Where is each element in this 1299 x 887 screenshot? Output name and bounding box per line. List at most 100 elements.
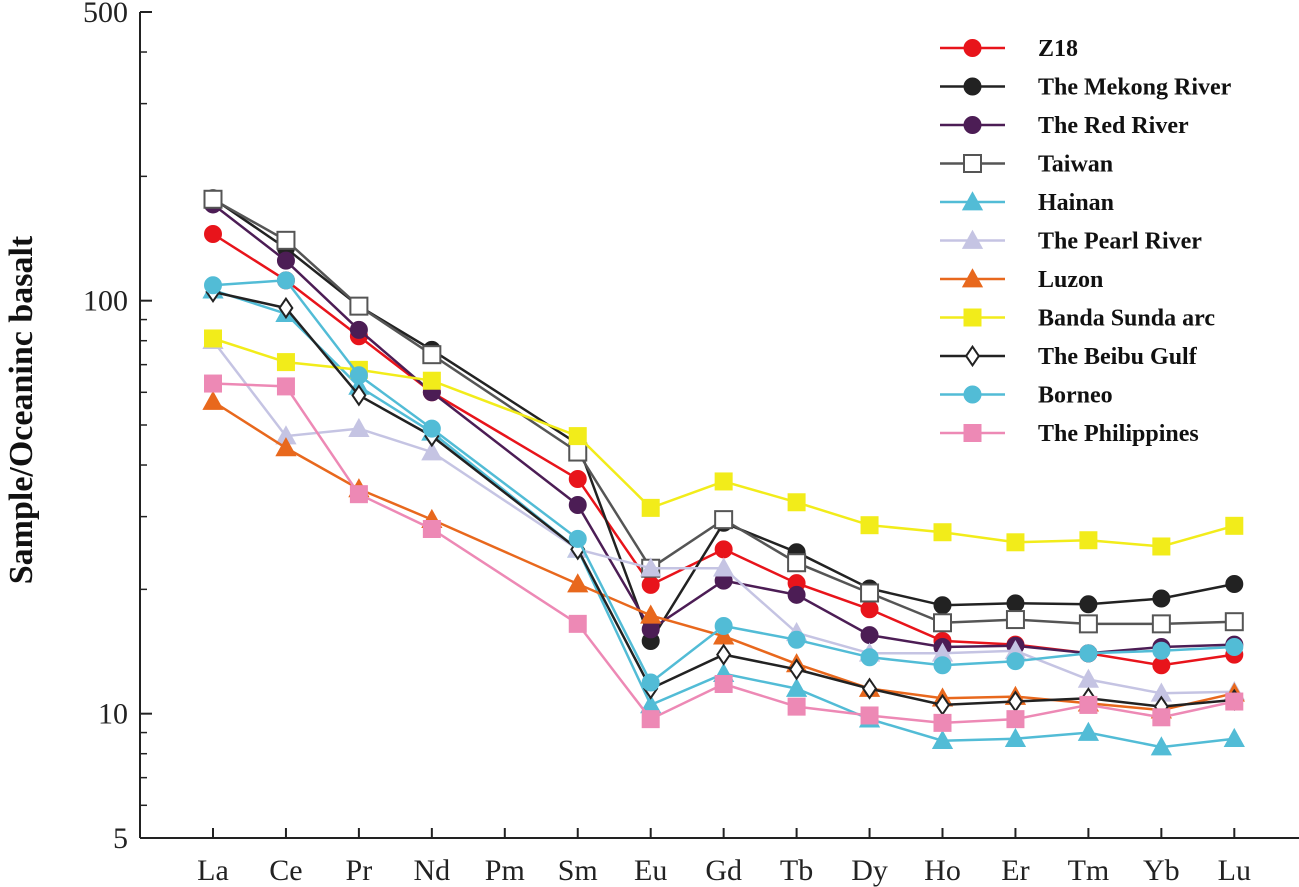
data-point-ho [931, 729, 954, 750]
legend-label: Borneo [1038, 383, 1113, 409]
legend-marker [963, 308, 982, 327]
data-point-ho [933, 613, 952, 633]
data-point-er [1006, 652, 1025, 671]
data-point-ho [933, 523, 952, 542]
legend-item: Borneo [940, 383, 1113, 409]
data-point-tb [787, 493, 806, 512]
data-point-ce [278, 296, 294, 320]
data-point-dy [860, 516, 879, 535]
data-point-lu [1225, 692, 1244, 711]
data-point-la [202, 390, 224, 410]
data-point-eu [641, 575, 660, 594]
x-tick-label-tb: Tb [780, 854, 813, 887]
data-point-pr [349, 296, 369, 316]
x-tick-label-lu: Lu [1218, 854, 1251, 887]
legend-item: The Pearl River [940, 229, 1202, 255]
data-point-ce [276, 353, 295, 372]
x-tick-label-pr: Pr [346, 854, 373, 887]
data-point-nd [422, 519, 441, 538]
data-point-la [203, 189, 223, 209]
data-point-tm [1079, 531, 1098, 550]
data-point-tb [785, 677, 808, 697]
data-point-gd [714, 617, 733, 636]
data-point-eu [641, 673, 660, 692]
y-tick-label: 100 [83, 285, 128, 318]
data-point-gd [714, 472, 733, 491]
data-point-nd [422, 345, 442, 365]
data-point-ce [276, 251, 295, 270]
data-point-yb [1150, 736, 1172, 756]
data-point-tm [1079, 644, 1098, 663]
data-point-tb [787, 585, 806, 604]
x-tick-label-nd: Nd [414, 854, 451, 887]
data-point-sm [568, 614, 587, 633]
data-point-er [1006, 533, 1025, 552]
legend-item: The Beibu Gulf [940, 344, 1198, 370]
data-point-yb [1152, 708, 1171, 727]
data-point-dy [860, 648, 879, 667]
legend-marker [963, 77, 982, 96]
x-tick-label-gd: Gd [705, 854, 742, 887]
legend-label: The Pearl River [1038, 229, 1202, 255]
x-tick-label-sm: Sm [558, 854, 598, 887]
data-point-dy [860, 706, 879, 725]
data-point-nd [422, 419, 441, 438]
series-the-philippines [204, 374, 1244, 732]
legend-marker [961, 268, 984, 288]
data-point-er [1004, 727, 1027, 747]
y-axis-title: Sample/Oceaninc basalt [3, 235, 40, 584]
data-point-ce [275, 437, 297, 457]
data-point-tb [787, 630, 806, 649]
legend-label: The Mekong River [1038, 75, 1232, 101]
legend-marker [961, 229, 984, 249]
legend-item: The Mekong River [940, 75, 1232, 101]
data-point-eu [640, 604, 662, 624]
legend-label: Hainan [1038, 190, 1114, 216]
legend-label: Taiwan [1038, 152, 1113, 178]
data-point-gd [716, 643, 732, 666]
data-point-lu [1225, 575, 1244, 594]
data-point-ho [933, 656, 952, 675]
x-tick-label-ho: Ho [924, 854, 961, 887]
data-point-pr [349, 485, 368, 504]
data-point-pr [348, 417, 370, 437]
series-line [212, 337, 1235, 548]
legend-item: The Red River [940, 113, 1189, 139]
data-point-yb [1152, 589, 1171, 608]
legend-label: The Red River [1038, 113, 1189, 139]
data-point-pr [349, 320, 368, 339]
legend-marker [963, 154, 982, 173]
data-point-ho [933, 596, 952, 615]
data-point-er [1006, 594, 1025, 613]
data-point-sm [568, 496, 587, 515]
series-taiwan [203, 189, 1244, 634]
data-point-lu [1223, 727, 1245, 747]
data-point-sm [567, 573, 589, 593]
legend-marker [963, 39, 982, 57]
legend: Z18 The Mekong River The Red River Taiwan Ha… [940, 36, 1232, 447]
data-point-tm [1077, 668, 1100, 688]
data-point-nd [422, 371, 441, 390]
data-point-dy [861, 677, 878, 700]
data-point-lu [1224, 612, 1244, 632]
data-point-la [204, 276, 222, 295]
x-tick-label-la: La [197, 854, 229, 887]
data-point-la [204, 329, 222, 348]
data-point-ce [276, 377, 295, 396]
legend-marker [963, 385, 982, 404]
data-point-yb [1152, 537, 1171, 556]
data-point-sm [568, 442, 588, 462]
data-point-pr [349, 366, 368, 385]
x-tick-label-er: Er [1001, 854, 1029, 887]
data-point-dy [860, 600, 879, 619]
x-tick-label-pm: Pm [485, 854, 525, 887]
data-point-er [1006, 710, 1025, 729]
legend-marker [963, 424, 982, 442]
data-point-eu [640, 557, 662, 577]
legend-label: The Philippines [1038, 421, 1199, 447]
y-tick-label: 500 [83, 0, 128, 29]
x-tick-label-ce: Ce [269, 854, 302, 887]
series-banda-sunda-arc [204, 329, 1244, 556]
legend-label: The Beibu Gulf [1038, 344, 1198, 370]
